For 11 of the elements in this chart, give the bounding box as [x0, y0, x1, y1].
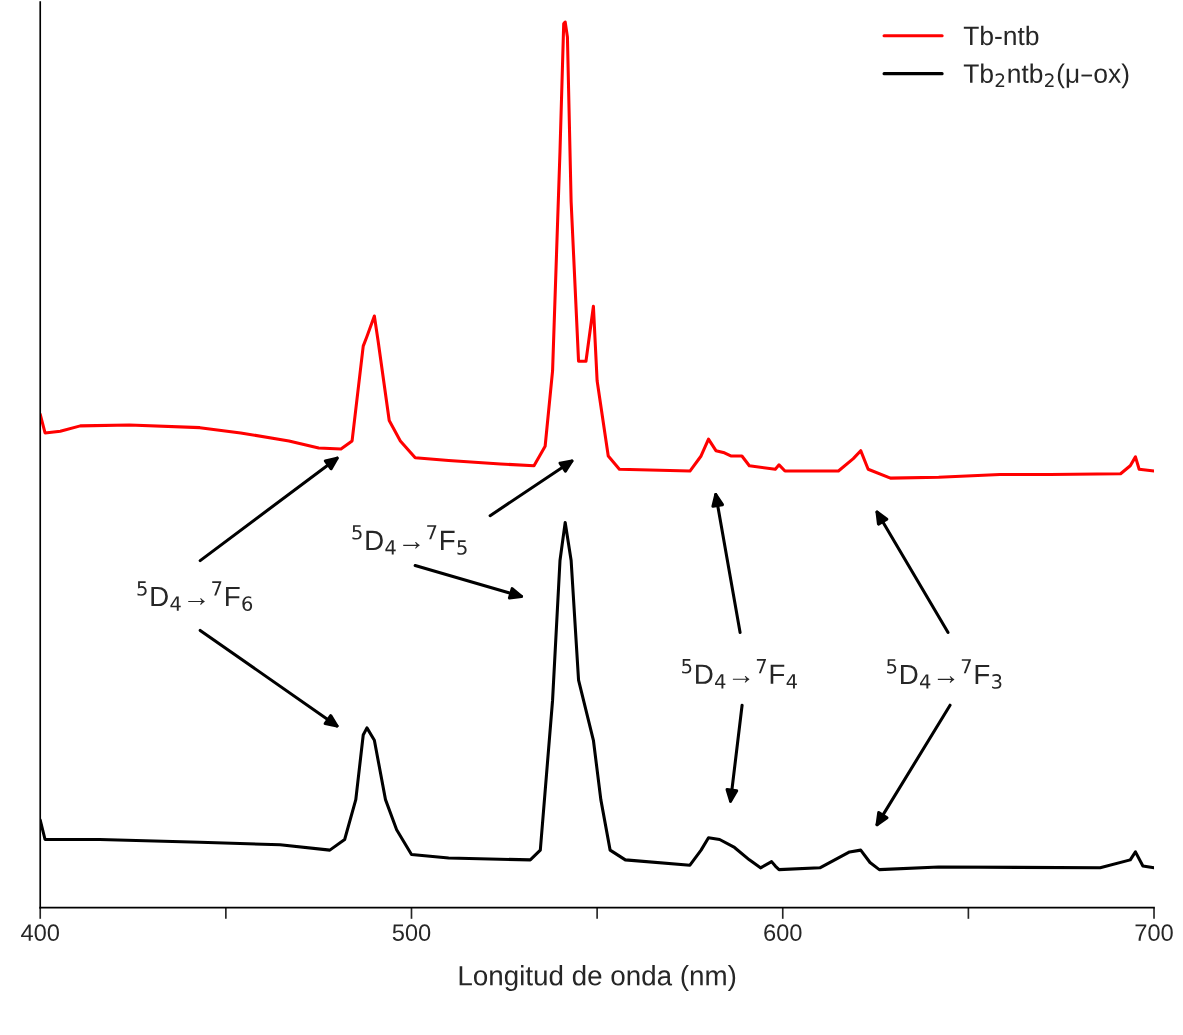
x-tick-label: 700: [1135, 924, 1173, 942]
x-tick-label: 500: [392, 924, 431, 942]
annotation: $^{5}$D$_{4}$→$^{7}$F$_{3}$: [887, 659, 1002, 689]
annotation: $^{5}$D$_{4}$→$^{7}$F$_{5}$: [352, 525, 467, 555]
annotation: $^{5}$D$_{4}$→$^{7}$F$_{6}$: [137, 581, 253, 611]
x-tick-label: 600: [764, 924, 802, 942]
annotation: $^{5}$D$_{4}$→$^{7}$F$_{4}$: [682, 659, 797, 689]
legend-label: Tb-ntb: [963, 25, 1039, 46]
x-axis-title: Longitud de onda (nm): [459, 965, 736, 992]
legend-label: Tb$_{2}$ntb$_{2}$(μ–ox): [963, 63, 1129, 89]
x-tick-label: 400: [21, 924, 59, 942]
